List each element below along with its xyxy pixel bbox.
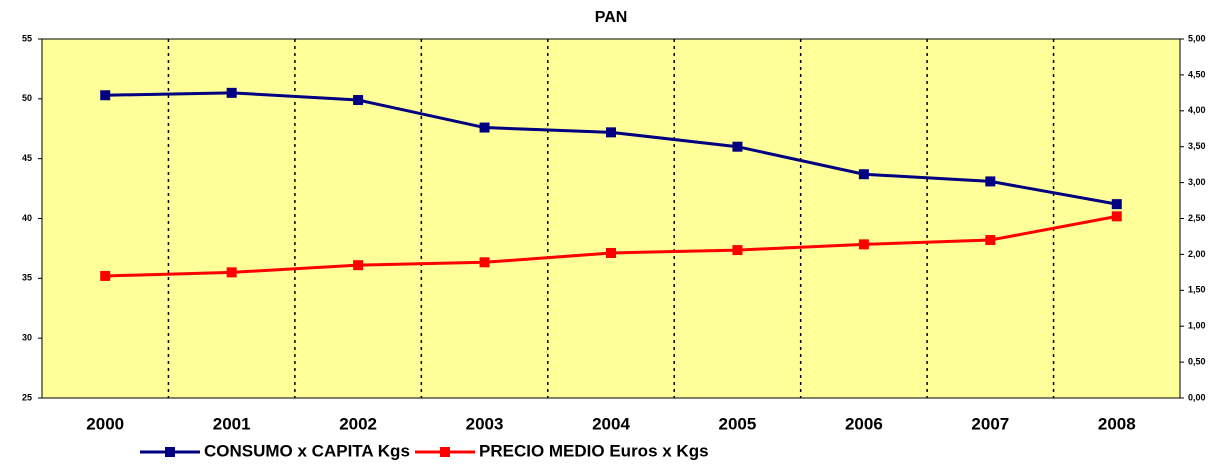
y-tick-label: 45 bbox=[22, 153, 32, 163]
y2-tick-label: 5,00 bbox=[1188, 33, 1206, 43]
y2-tick-label: 2,50 bbox=[1188, 213, 1206, 223]
y2-tick-label: 0,00 bbox=[1188, 392, 1206, 402]
plot-area bbox=[41, 38, 1181, 399]
chart-title: PAN bbox=[595, 9, 628, 26]
x-tick-label: 2008 bbox=[1098, 414, 1136, 433]
y2-tick-label: 1,00 bbox=[1188, 321, 1206, 331]
y-tick-label: 25 bbox=[22, 392, 32, 402]
y2-tick-label: 3,00 bbox=[1188, 177, 1206, 187]
data-point bbox=[226, 87, 237, 98]
x-tick-label: 2003 bbox=[466, 414, 504, 433]
x-tick-label: 2005 bbox=[719, 414, 757, 433]
data-point bbox=[858, 169, 869, 180]
data-point bbox=[606, 127, 616, 138]
legend-marker bbox=[165, 447, 175, 457]
data-point bbox=[100, 90, 111, 101]
data-point bbox=[985, 176, 996, 187]
x-tick-label: 2001 bbox=[213, 414, 251, 433]
x-tick-label: 2004 bbox=[592, 414, 630, 433]
data-point bbox=[858, 239, 869, 250]
data-point bbox=[1111, 211, 1122, 222]
y2-tick-label: 2,00 bbox=[1188, 249, 1206, 259]
y-tick-label: 30 bbox=[22, 333, 32, 343]
y2-tick-label: 4,50 bbox=[1188, 69, 1206, 79]
data-point bbox=[226, 267, 237, 278]
y2-tick-label: 3,50 bbox=[1188, 141, 1206, 151]
legend-marker bbox=[440, 447, 450, 457]
y-tick-label: 50 bbox=[22, 93, 32, 103]
data-point bbox=[479, 257, 490, 268]
data-point bbox=[353, 260, 364, 271]
y2-tick-label: 0,50 bbox=[1188, 356, 1206, 366]
x-tick-label: 2007 bbox=[971, 414, 1009, 433]
x-tick-label: 2006 bbox=[845, 414, 883, 433]
data-point bbox=[479, 122, 490, 133]
y-tick-label: 35 bbox=[22, 273, 32, 283]
x-tick-label: 2000 bbox=[86, 414, 124, 433]
data-point bbox=[353, 95, 364, 106]
data-point bbox=[1111, 199, 1122, 210]
y2-tick-label: 4,00 bbox=[1188, 105, 1206, 115]
legend-label: CONSUMO x CAPITA Kgs bbox=[204, 441, 410, 460]
y2-tick-label: 1,50 bbox=[1188, 285, 1206, 295]
x-tick-label: 2002 bbox=[339, 414, 377, 433]
y-tick-label: 55 bbox=[22, 33, 32, 43]
y-tick-label: 40 bbox=[22, 213, 32, 223]
data-point bbox=[100, 270, 111, 281]
legend-label: PRECIO MEDIO Euros x Kgs bbox=[479, 441, 709, 460]
data-point bbox=[732, 245, 743, 256]
data-point bbox=[732, 141, 743, 152]
data-point bbox=[985, 235, 996, 246]
data-point bbox=[606, 247, 616, 258]
